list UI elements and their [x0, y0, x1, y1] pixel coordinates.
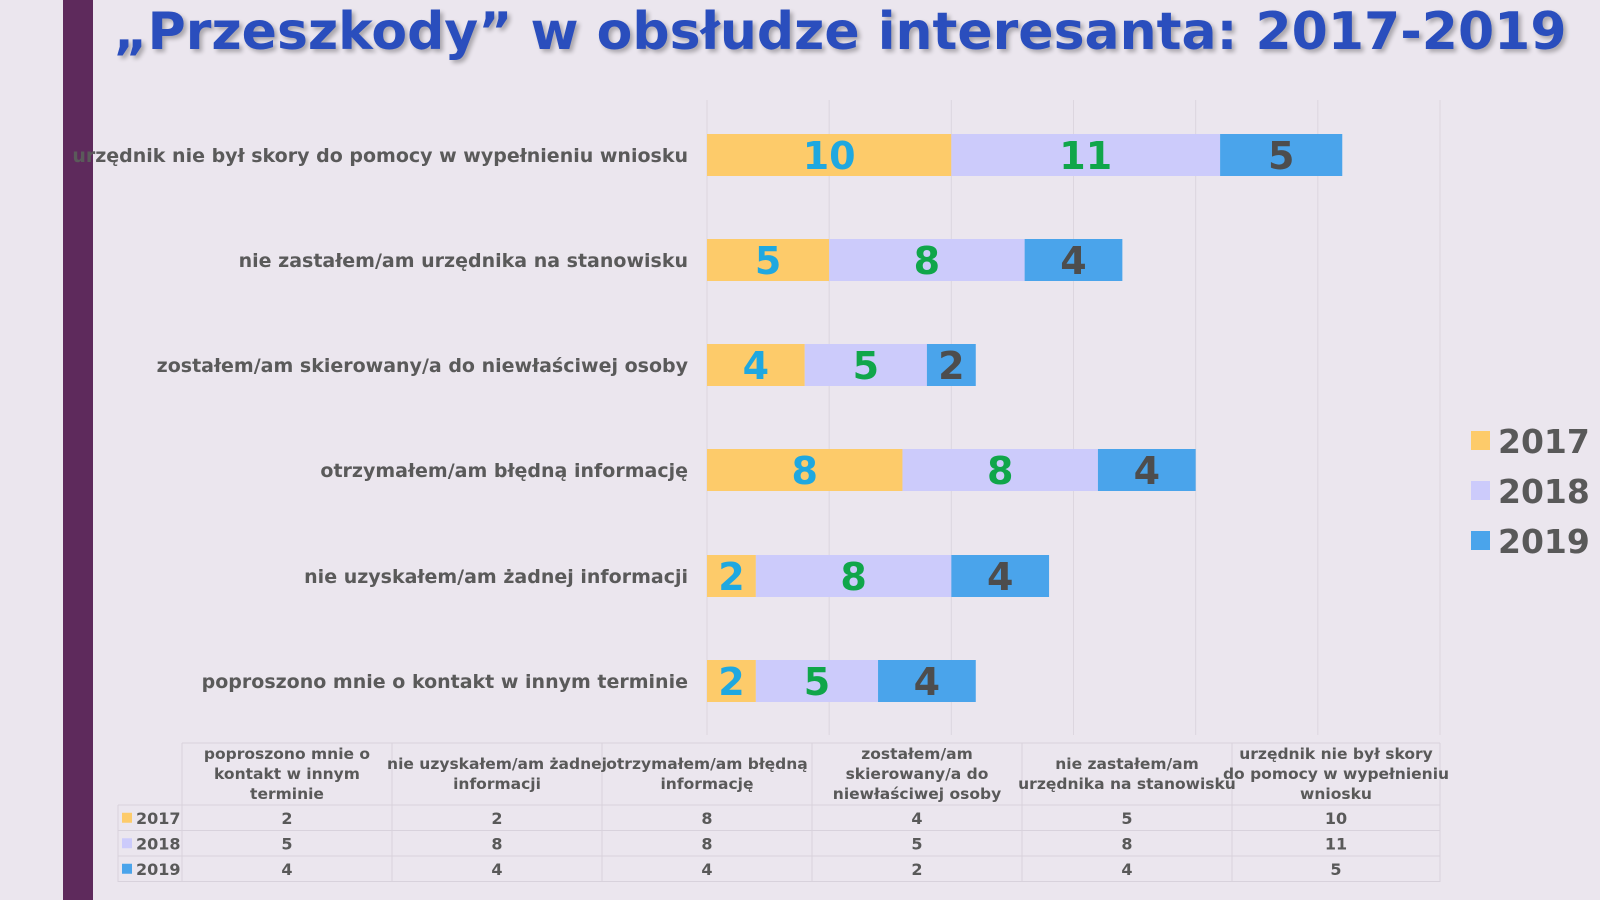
data-table: poproszono mnie o kontakt w innym terminie…	[117, 742, 1449, 882]
table-cell: 5	[281, 834, 292, 853]
table-cell: 2	[491, 809, 502, 828]
table-cell: 4	[1121, 860, 1132, 879]
sidebar-accent	[63, 0, 93, 900]
table-legend-swatch-2017	[122, 812, 132, 823]
grid-lines	[706, 100, 1441, 735]
table-header: nie zastałem/am urzędnika na stanowisku	[1018, 755, 1236, 793]
table-cell: 4	[281, 860, 292, 879]
table-header: zostałem/am skierowany/a do niewłaściwej o…	[833, 745, 1001, 803]
table-cell: 4	[491, 860, 502, 879]
table-cell: 4	[701, 860, 712, 879]
category-label: urzędnik nie był skory do pomocy w wypeł…	[72, 145, 688, 167]
table-cell: 8	[701, 809, 712, 828]
bar-segment-2019	[878, 660, 976, 702]
legend-label: 2018	[1498, 472, 1590, 511]
bar-segment-2018	[902, 449, 1098, 491]
page-title: „Przeszkody” w obsłudze interesanta: 201…	[113, 2, 1567, 62]
table-row-label: 2019	[136, 860, 181, 879]
legend-swatch-2018	[1471, 481, 1490, 500]
category-label: poproszono mnie o kontakt w innym termin…	[202, 671, 688, 693]
bar-segment-2017	[707, 555, 756, 597]
bar-segment-2017	[707, 134, 952, 176]
bar-value-label: 10	[803, 134, 856, 178]
bar-value-label: 4	[1134, 449, 1160, 493]
table-header: otrzymałem/am błędną informację	[606, 755, 807, 793]
bar-value-label: 11	[1059, 134, 1112, 178]
table-cell: 5	[911, 834, 922, 853]
bar-segment-2017	[707, 239, 830, 281]
table-cell: 8	[491, 834, 502, 853]
table-cell: 2	[281, 809, 292, 828]
bar-value-label: 4	[987, 555, 1013, 599]
table-cell: 5	[1121, 809, 1132, 828]
table-legend-swatch-2018	[122, 838, 132, 849]
bar-value-label: 4	[914, 660, 940, 704]
table-row-label: 2017	[136, 809, 181, 828]
table-cell: 11	[1325, 834, 1347, 853]
bar-value-label: 8	[840, 555, 866, 599]
legend-label: 2017	[1498, 422, 1590, 461]
bar-value-label: 5	[755, 239, 781, 283]
bar-segment-2017	[707, 449, 903, 491]
bar-segment-2019	[951, 555, 1050, 597]
bar-value-label: 8	[792, 449, 818, 493]
category-label: otrzymałem/am błędną informację	[320, 460, 688, 482]
bar-segment-2018	[951, 134, 1221, 176]
bar-value-label: 5	[853, 344, 879, 388]
bar-segment-2019	[1097, 449, 1196, 491]
table-cell: 8	[1121, 834, 1132, 853]
table-legend-swatch-2019	[122, 863, 132, 874]
bar-value-label: 2	[718, 555, 744, 599]
bar-value-label: 2	[938, 344, 964, 388]
table-cell: 8	[701, 834, 712, 853]
bar-segment-2018	[755, 555, 952, 597]
legend-label: 2019	[1498, 522, 1590, 561]
legend-swatch-2019	[1471, 531, 1490, 550]
bar-segment-2018	[829, 239, 1025, 281]
table-row-label: 2018	[136, 834, 181, 853]
bar-value-label: 4	[1060, 239, 1086, 283]
table-header: urzędnik nie był skory do pomocy w wypełn…	[1223, 745, 1449, 803]
bar-value-label: 4	[743, 344, 769, 388]
table-cell: 10	[1325, 809, 1347, 828]
table-cell: 5	[1330, 860, 1341, 879]
bars: 10 11 5 5 8 4 4 5 2 8 8 4 2 8 4 2 5 4	[707, 134, 1343, 704]
bar-segment-2019	[1220, 134, 1343, 176]
bar-segment-2019	[1024, 239, 1123, 281]
category-labels: urzędnik nie był skory do pomocy w wypeł…	[72, 145, 688, 693]
table-header: nie uzyskałem/am żadnej informacji	[387, 755, 607, 793]
legend: 2017 2018 2019	[1471, 422, 1590, 561]
table-cell: 4	[911, 809, 922, 828]
bar-value-label: 8	[914, 239, 940, 283]
table-cell: 2	[911, 860, 922, 879]
table-header: poproszono mnie o kontakt w innym terminie	[204, 745, 370, 803]
bar-value-label: 2	[718, 660, 744, 704]
bar-segment-2019	[926, 344, 976, 386]
legend-swatch-2017	[1471, 431, 1490, 450]
bar-segment-2018	[755, 660, 879, 702]
bar-segment-2017	[707, 660, 756, 702]
category-label: nie zastałem/am urzędnika na stanowisku	[239, 250, 688, 272]
category-label: zostałem/am skierowany/a do niewłaściwej…	[157, 355, 689, 377]
category-label: nie uzyskałem/am żadnej informacji	[304, 566, 688, 588]
bar-segment-2017	[707, 344, 805, 386]
bar-value-label: 5	[1268, 134, 1294, 178]
bar-value-label: 5	[804, 660, 830, 704]
bar-segment-2018	[804, 344, 927, 386]
bar-value-label: 8	[987, 449, 1013, 493]
